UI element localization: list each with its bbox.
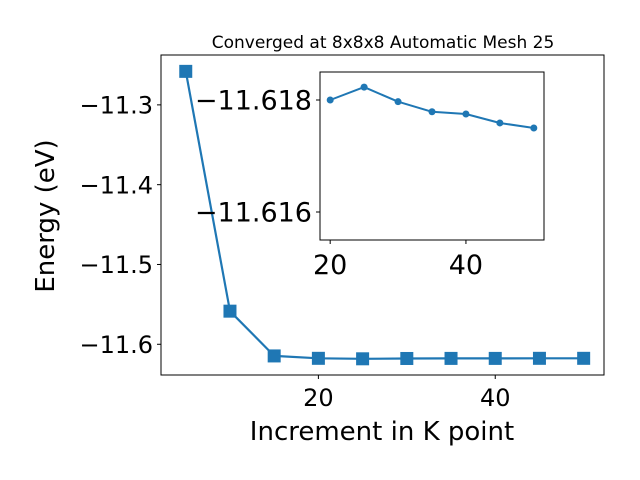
inset-background — [320, 72, 544, 240]
inset-y-ticks: −11.618 −11.616 — [195, 86, 320, 229]
inset-x-ticks: 20 40 — [313, 240, 483, 281]
main-x-tick-label: 40 — [480, 384, 511, 412]
inset-data-point — [530, 124, 538, 132]
main-axes-frame — [160, 54, 605, 376]
inset-data-point — [462, 110, 470, 118]
inset-x-tick-label: 20 — [313, 250, 347, 281]
inset-data-point — [496, 119, 504, 127]
main-data-point — [223, 304, 237, 318]
main-data-point — [267, 349, 281, 363]
main-x-ticks: 20 40 — [303, 375, 511, 412]
main-data-point — [532, 351, 546, 365]
main-data-point — [400, 351, 414, 365]
inset-plot: 20 40 −11.618−11.616 — [195, 71, 545, 281]
main-y-tick-label: −11.5 — [79, 251, 153, 279]
main-data-point — [311, 351, 325, 365]
main-data-point — [444, 351, 458, 365]
main-y-tick-label: −11.6 — [79, 331, 153, 359]
main-series-line — [184, 71, 584, 360]
inset-x-tick-label: 40 — [449, 250, 483, 281]
inset-axes-frame — [319, 71, 545, 241]
main-y-tick-label: −11.3 — [79, 92, 153, 120]
inset-y-tick-label: −11.618 — [195, 86, 312, 117]
main-series — [179, 64, 591, 366]
inset-data-point — [394, 98, 402, 106]
main-data-point — [488, 351, 502, 365]
main-y-ticks: −11.3 −11.4 −11.5 −11.6 — [79, 92, 161, 359]
main-data-point — [577, 351, 591, 365]
inset-series — [326, 83, 538, 132]
inset-y-tick-label: −11.616 — [195, 198, 312, 229]
inset-data-point — [360, 83, 368, 91]
main-y-tick-label: −11.4 — [79, 171, 153, 199]
main-data-point — [356, 352, 370, 366]
chart-title: Converged at 8x8x8 Automatic Mesh 25 — [212, 33, 555, 53]
y-axis-label: Energy (eV) — [31, 139, 61, 292]
main-x-tick-label: 20 — [303, 384, 334, 412]
main-data-point — [179, 64, 193, 78]
x-axis-label: Increment in K point — [250, 417, 514, 447]
inset-data-point — [428, 108, 436, 116]
main-plot: Converged at 8x8x8 Automatic Mesh 25 20 4… — [31, 33, 605, 447]
inset-data-point — [326, 96, 334, 104]
